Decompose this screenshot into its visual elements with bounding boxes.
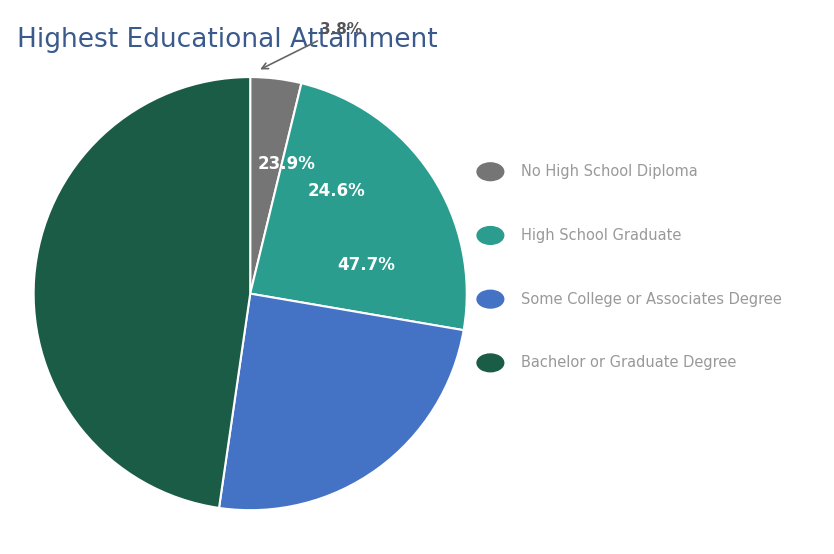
Wedge shape — [219, 294, 464, 510]
Wedge shape — [250, 83, 467, 330]
Text: 24.6%: 24.6% — [308, 182, 365, 200]
Text: Bachelor or Graduate Degree: Bachelor or Graduate Degree — [521, 355, 736, 371]
Text: 47.7%: 47.7% — [337, 256, 394, 274]
Text: Some College or Associates Degree: Some College or Associates Degree — [521, 291, 782, 307]
Wedge shape — [250, 77, 301, 294]
Text: Highest Educational Attainment: Highest Educational Attainment — [17, 27, 437, 53]
Text: 3.8%: 3.8% — [262, 22, 362, 69]
Wedge shape — [33, 77, 250, 508]
Text: 23.9%: 23.9% — [258, 155, 315, 173]
Text: High School Graduate: High School Graduate — [521, 228, 681, 243]
Text: No High School Diploma: No High School Diploma — [521, 164, 698, 179]
